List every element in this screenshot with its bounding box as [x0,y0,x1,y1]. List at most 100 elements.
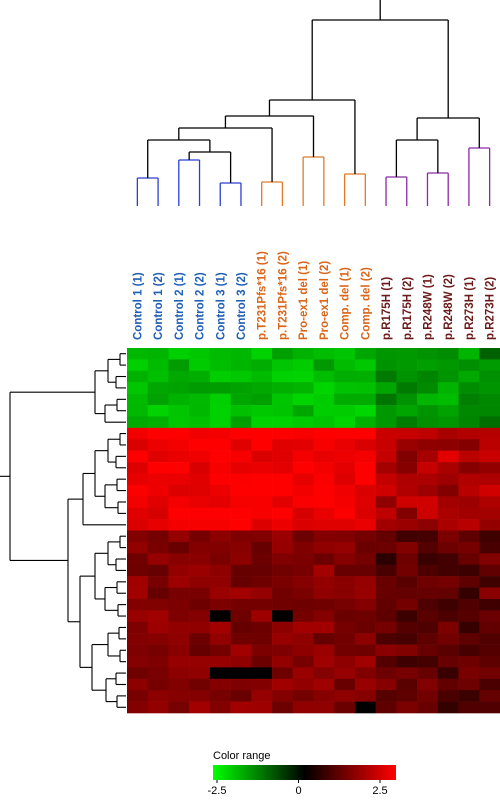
heatmap-cell [127,416,149,429]
heatmap-cell [209,667,231,680]
heatmap-cell [458,530,480,543]
heatmap-cell [127,678,149,691]
heatmap-cell [209,701,231,714]
heatmap-cell [417,405,439,417]
heatmap-cell [189,564,211,577]
heatmap-cell [396,610,418,623]
heatmap-cell [313,370,335,383]
heatmap-cell [437,530,459,543]
heatmap-cell [417,553,439,566]
heatmap-cell [147,370,169,383]
heatmap-cell [230,598,252,611]
heatmap-cell [251,370,273,383]
column-label: Control 2 (1) [174,272,186,340]
heatmap-cell [396,564,418,577]
heatmap-cell [417,473,439,486]
heatmap-cell [147,393,169,406]
heatmap-cell [272,621,294,634]
heatmap-cell [458,678,480,691]
heatmap-cell [354,427,376,440]
heatmap-cell [479,473,500,486]
heatmap-cell [417,393,439,406]
heatmap-cell [147,667,169,680]
heatmap-cell [458,450,480,463]
heatmap-cell [375,690,397,702]
heatmap-cell [354,370,376,383]
heatmap-cell [292,598,314,611]
heatmap-cell [458,507,480,520]
heatmap-cell [313,462,335,474]
heatmap-cell [127,462,149,474]
heatmap-cell [479,587,500,600]
heatmap-cell [127,405,149,417]
heatmap-cell [437,427,459,440]
heatmap-cell [127,382,149,394]
heatmap-cell [479,564,500,577]
heatmap-cell [209,416,231,429]
heatmap-cell [292,370,314,383]
heatmap-cell [127,690,149,702]
heatmap-cell [417,530,439,543]
heatmap-cell [417,519,439,531]
heatmap-cell [189,359,211,372]
heatmap-cell [375,382,397,394]
heatmap-cell [251,507,273,520]
heatmap-cell [354,564,376,577]
heatmap-cell [147,576,169,588]
column-label: Control 1 (2) [153,272,165,340]
heatmap-cell [189,416,211,429]
heatmap-cell [479,348,500,360]
heatmap-cell [147,439,169,451]
heatmap-cell [272,496,294,508]
heatmap-cell [230,576,252,588]
heatmap-cell [272,553,294,566]
heatmap-cell [479,576,500,588]
heatmap-cell [127,541,149,554]
heatmap-cell [209,393,231,406]
heatmap-cell [354,541,376,554]
heatmap-cell [334,690,356,702]
heatmap-cell [458,427,480,440]
heatmap-cell [251,484,273,497]
heatmap-cell [437,348,459,360]
heatmap-cell [313,610,335,623]
heatmap-cell [292,644,314,657]
heatmap-cell [251,541,273,554]
heatmap-cell [230,633,252,645]
heatmap-cell [230,370,252,383]
heatmap-cell [251,416,273,429]
heatmap-cell [437,576,459,588]
heatmap-cell [479,416,500,429]
heatmap-cell [230,462,252,474]
heatmap-cell [437,701,459,714]
heatmap-cell [375,496,397,508]
heatmap-cell [251,496,273,508]
heatmap-cell [127,439,149,451]
heatmap-cell [479,427,500,440]
heatmap-cell [272,564,294,577]
heatmap-cell [168,644,190,657]
heatmap-cell [209,496,231,508]
heatmap-cell [479,667,500,680]
heatmap-cell [417,359,439,372]
heatmap-cell [334,416,356,429]
heatmap-cell [375,610,397,623]
heatmap-cell [168,462,190,474]
heatmap-cell [168,678,190,691]
heatmap-cell [272,644,294,657]
heatmap-cell [417,701,439,714]
heatmap-cell [251,667,273,680]
column-label: p.R248W (2) [443,274,455,340]
heatmap-cell [189,587,211,600]
heatmap-cell [209,598,231,611]
heatmap-cell [292,507,314,520]
heatmap-cell [230,496,252,508]
heatmap-cell [230,530,252,543]
heatmap-cell [209,370,231,383]
heatmap-cell [458,587,480,600]
heatmap-cell [313,393,335,406]
heatmap-cell [189,541,211,554]
heatmap-cell [396,690,418,702]
heatmap-cell [334,678,356,691]
heatmap-cell [127,655,149,668]
